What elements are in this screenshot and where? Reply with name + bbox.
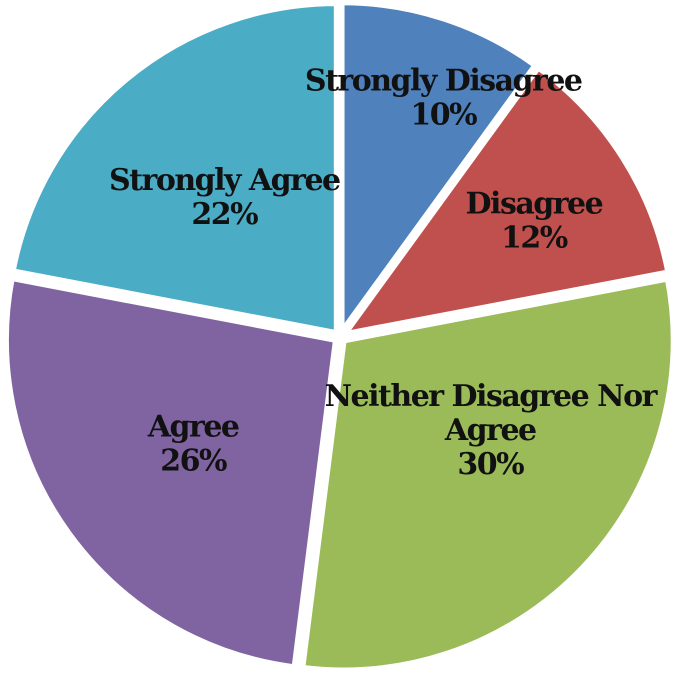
slice-label-neither-disagree-nor-agree: Neither Disagree Nor Agree 30%: [325, 379, 659, 482]
slice-category-label: Agree: [147, 410, 239, 445]
slice-category-label: Disagree: [466, 186, 603, 221]
slice-label-disagree: Disagree 12%: [466, 186, 603, 255]
slice-category-label: Strongly Disagree: [305, 63, 582, 98]
pie-labels: Strongly Disagree 10% Disagree 12% Neither D…: [109, 63, 660, 482]
slice-value-label: 10%: [410, 97, 477, 132]
slice-label-agree: Agree 26%: [147, 410, 239, 479]
slice-value-label: 30%: [457, 447, 524, 482]
pie-slice-strongly-agree: [9, 0, 340, 337]
slice-value-label: 26%: [160, 444, 227, 479]
slice-value-label: 12%: [501, 220, 568, 255]
slice-label-strongly-disagree: Strongly Disagree 10%: [305, 63, 582, 132]
pie-slice-strongly-disagree: [338, 0, 540, 342]
slice-category-label: Agree: [444, 413, 536, 448]
slice-category-label: Strongly Agree: [109, 163, 340, 198]
pie-slice-disagree: [337, 63, 672, 339]
pie-slice-neither-disagree-nor-agree: [298, 275, 676, 674]
slice-value-label: 22%: [191, 197, 258, 232]
pie-slice-agree: [2, 274, 340, 671]
slice-label-strongly-agree: Strongly Agree 22%: [109, 163, 340, 232]
slice-category-label: Neither Disagree Nor: [325, 379, 659, 414]
